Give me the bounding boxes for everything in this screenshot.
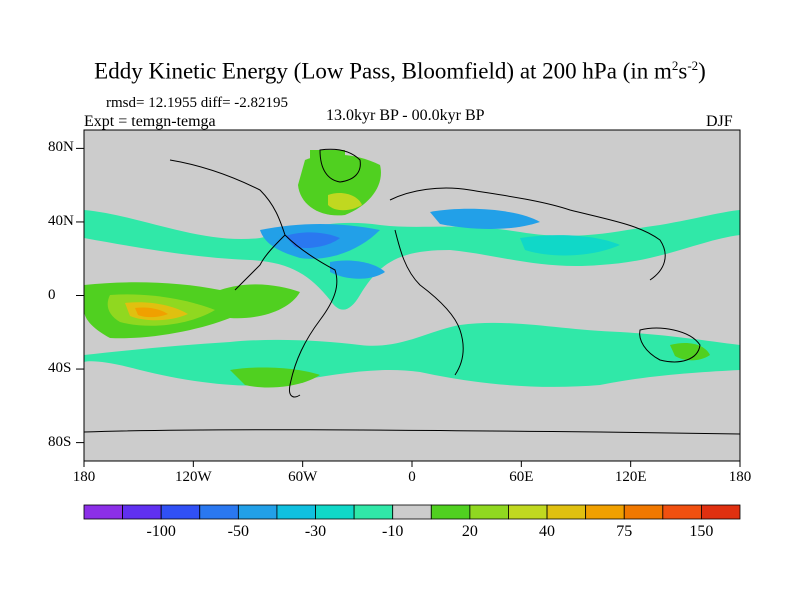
experiment-label: Expt = temgn-temga <box>84 113 216 130</box>
colorbar-swatch <box>237 504 278 520</box>
x-axis-label: 180 <box>728 469 752 485</box>
y-axis-label: 80N <box>48 139 74 156</box>
contour-band-plus20-north-atlantic <box>298 154 381 216</box>
colorbar-label: 150 <box>689 523 714 540</box>
x-axis-label: 60W <box>288 469 318 485</box>
australia-coast <box>639 327 701 363</box>
greenland-coast <box>319 148 361 183</box>
colorbar-label: 20 <box>461 523 478 540</box>
south-america-coast <box>284 234 338 398</box>
x-axis-label: 180 <box>72 469 96 485</box>
contour-band-plus40-north-atlantic <box>328 193 362 211</box>
y-axis-label: 80S <box>48 433 72 450</box>
map-area <box>83 129 741 462</box>
contour-band-minus30-eurasia <box>430 208 540 229</box>
time-period-label: 13.0kyr BP - 00.0kyr BP <box>326 107 485 124</box>
coastlines <box>84 148 740 435</box>
season-label: DJF <box>706 113 733 130</box>
colorbar-swatch <box>508 504 548 520</box>
y-axis-label: 40S <box>48 360 72 377</box>
colorbar <box>83 504 741 520</box>
y-axis-label: 40N <box>48 212 74 229</box>
colorbar-swatch <box>315 504 355 520</box>
contour-band-minus10-asia <box>520 235 620 256</box>
colorbar-swatch <box>430 504 471 520</box>
contour-fill <box>84 148 740 435</box>
colorbar-swatch <box>160 504 201 520</box>
colorbar-swatch <box>276 504 316 520</box>
x-axis-label: 0 <box>408 469 416 485</box>
rmsd-diff-stats: rmsd= 12.1955 diff= -2.82195 <box>106 95 289 111</box>
x-axis-label: 120E <box>614 469 647 485</box>
colorbar-swatch <box>392 504 432 520</box>
colorbar-swatch <box>469 504 509 520</box>
contour-band-minus30-atlantic <box>330 260 385 279</box>
contour-band-minus50 <box>285 232 340 248</box>
colorbar-swatch <box>122 504 162 520</box>
colorbar-swatch <box>701 504 741 520</box>
contour-band-plus20-south-america <box>230 367 320 388</box>
contour-band-minus10 <box>84 210 740 310</box>
colorbar-swatch <box>585 504 625 520</box>
colorbar-swatch <box>199 504 239 520</box>
africa-coast <box>394 229 464 376</box>
colorbar-label: -100 <box>146 523 176 540</box>
colorbar-swatch <box>623 504 664 520</box>
plot-title: Eddy Kinetic Energy (Low Pass, Bloomfiel… <box>94 58 706 84</box>
colorbar-label: -10 <box>382 523 404 540</box>
y-axis-label: 0 <box>48 286 56 303</box>
colorbar-swatch <box>83 504 123 520</box>
colorbar-swatch <box>662 504 702 520</box>
colorbar-label: 75 <box>616 523 633 540</box>
x-axis-label: 120W <box>174 469 212 485</box>
eurasia-coast <box>389 187 666 281</box>
antarctica-coast <box>84 429 740 435</box>
x-axis-label: 60E <box>509 469 534 485</box>
colorbar-swatch <box>546 504 587 520</box>
north-america-coast <box>169 159 286 291</box>
axis-ticks <box>76 147 741 467</box>
contour-band-plus20-arctic <box>310 150 345 165</box>
colorbar-label: -50 <box>227 523 249 540</box>
colorbar-swatch <box>353 504 394 520</box>
contour-band-plus150-pacific <box>135 307 168 318</box>
colorbar-label: -30 <box>304 523 327 540</box>
colorbar-label: 40 <box>539 523 556 540</box>
